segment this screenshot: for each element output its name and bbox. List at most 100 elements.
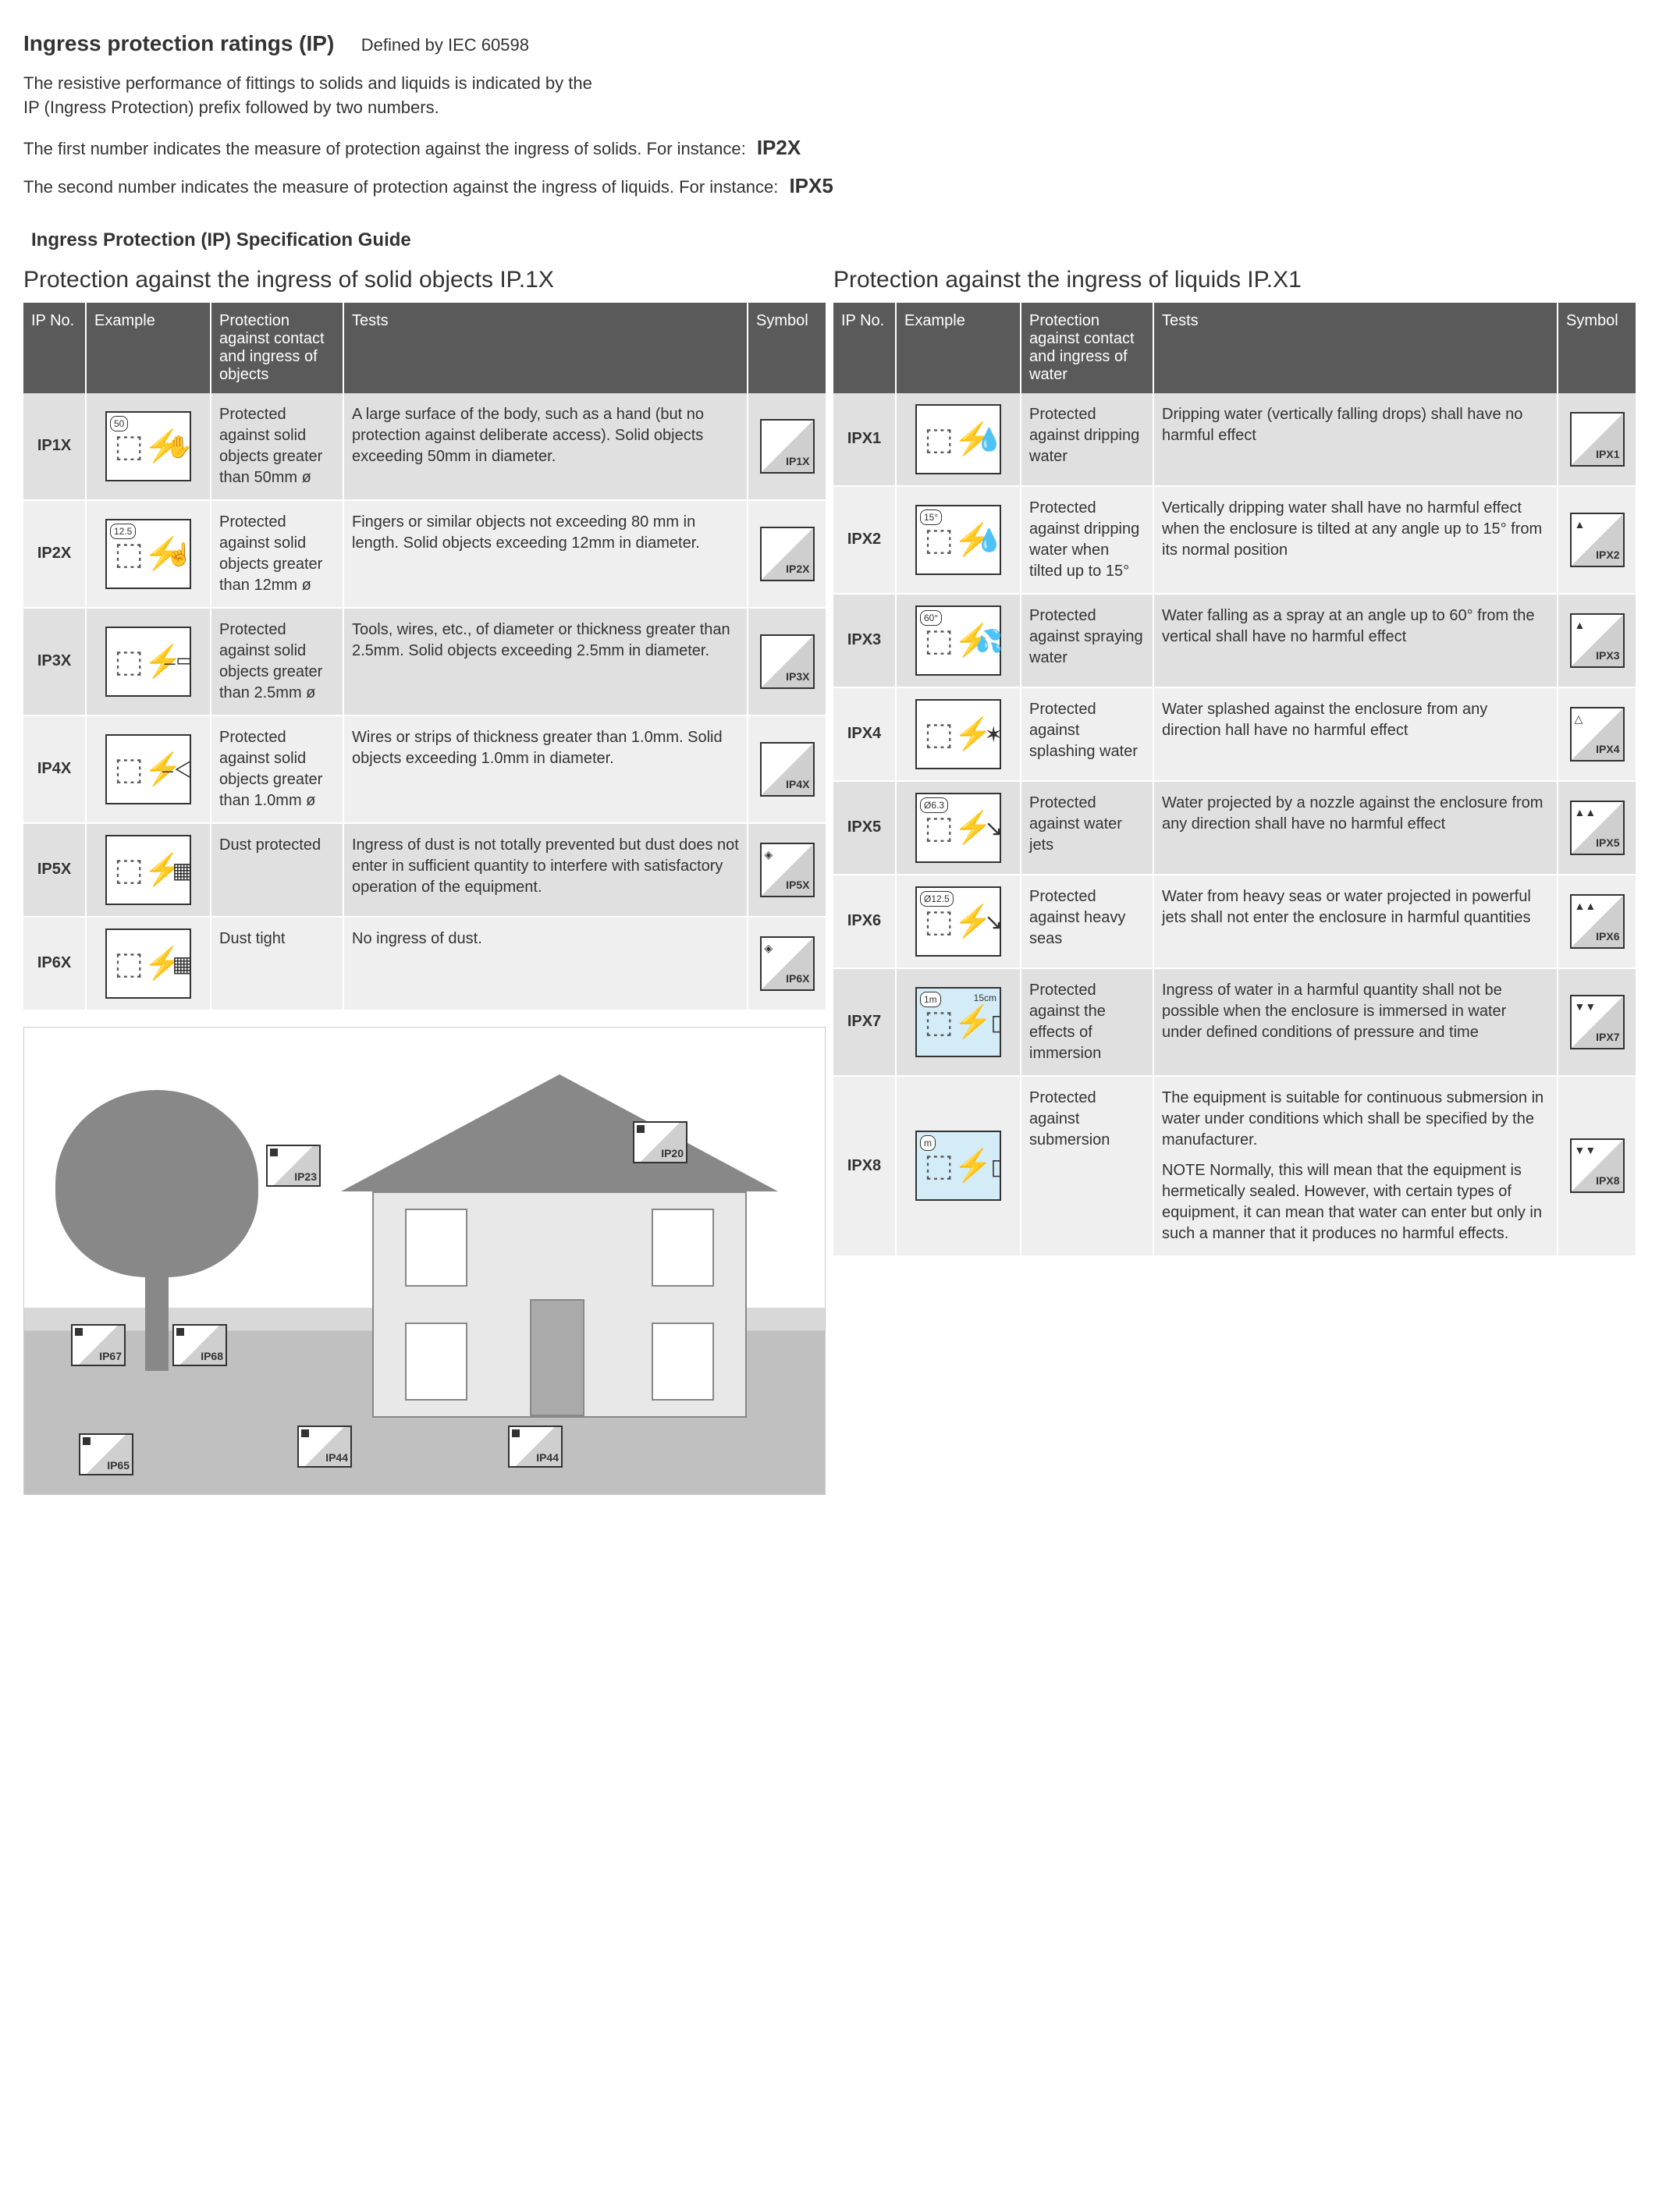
protection-cell: Dust tight bbox=[211, 917, 343, 1010]
liquids-header-row: IP No. Example Protection against contac… bbox=[833, 303, 1636, 393]
example-cell: ⬚⚡Ø6.3↘ bbox=[896, 781, 1021, 875]
protection-cell: Protected against the effects of immersi… bbox=[1021, 968, 1153, 1076]
symbol-marker-icon: ▲ bbox=[1575, 618, 1586, 633]
ip-number-cell: IPX3 bbox=[833, 594, 896, 687]
symbol-label: IP5X bbox=[786, 878, 809, 893]
solids-column: Protection against the ingress of solid … bbox=[23, 267, 826, 1495]
solids-row: IP2X⬚⚡12.5☝Protected against solid objec… bbox=[23, 500, 826, 608]
example-badge: Ø6.3 bbox=[920, 797, 948, 813]
tests-cell: The equipment is suitable for continuous… bbox=[1153, 1076, 1558, 1256]
tests-cell: Wires or strips of thickness greater tha… bbox=[343, 715, 748, 823]
example-diagram-icon: ⬚⚡Ø6.3↘ bbox=[915, 793, 1001, 863]
example-diagram-icon: ⬚⚡⎯▭ bbox=[105, 627, 191, 697]
ip-number-cell: IP3X bbox=[23, 608, 86, 715]
th-tests: Tests bbox=[343, 303, 748, 393]
protection-cell: Protected against solid objects greater … bbox=[211, 608, 343, 715]
solids-header-row: IP No. Example Protection against contac… bbox=[23, 303, 826, 393]
symbol-label: IP2X bbox=[786, 562, 809, 577]
ip-number-cell: IPX8 bbox=[833, 1076, 896, 1256]
example-cell: ⬚⚡⎯▭ bbox=[86, 608, 211, 715]
example-glyph-icon: ↘ bbox=[985, 907, 1003, 937]
example-badge: Ø12.5 bbox=[920, 891, 954, 907]
protection-cell: Protected against water jets bbox=[1021, 781, 1153, 875]
ip-number-cell: IP5X bbox=[23, 823, 86, 917]
tests-cell: No ingress of dust. bbox=[343, 917, 748, 1010]
symbol-cell: ▼▼IPX8 bbox=[1558, 1076, 1636, 1256]
symbol-cell: IP4X bbox=[748, 715, 826, 823]
example-cell: ⬚⚡▦ bbox=[86, 917, 211, 1010]
liquids-row: IPX6⬚⚡Ø12.5↘Protected against heavy seas… bbox=[833, 875, 1636, 968]
house-ip-tag: IP44 bbox=[297, 1426, 352, 1468]
house-ip-tag: IP44 bbox=[508, 1426, 563, 1468]
example-glyph-icon: ☝ bbox=[165, 540, 193, 570]
example-badge: 50 bbox=[110, 416, 128, 431]
example-cell: ⬚⚡15°💧 bbox=[896, 486, 1021, 594]
tests-cell: Tools, wires, etc., of diameter or thick… bbox=[343, 608, 748, 715]
example-diagram-icon: ⬚⚡50✋ bbox=[105, 411, 191, 481]
symbol-cell: △ IPX4 bbox=[1558, 687, 1636, 781]
example-glyph-icon: 💦 bbox=[975, 627, 1003, 656]
house-icon bbox=[341, 1074, 778, 1418]
example-glyph-icon: ✶ bbox=[985, 720, 1003, 750]
symbol-cell: IP2X bbox=[748, 500, 826, 608]
header-section: Ingress protection ratings (IP) Defined … bbox=[23, 31, 1636, 198]
solids-example-code: IP2X bbox=[757, 136, 801, 159]
ip-number-cell: IPX4 bbox=[833, 687, 896, 781]
symbol-label: IP1X bbox=[786, 454, 809, 469]
symbol-label: IP6X bbox=[786, 971, 809, 986]
liquids-column: Protection against the ingress of liquid… bbox=[833, 267, 1636, 1495]
example-badge: 1m bbox=[920, 992, 941, 1007]
example-cell: ⬚⚡✶ bbox=[896, 687, 1021, 781]
solids-example-line: The first number indicates the measure o… bbox=[23, 136, 1636, 160]
protection-cell: Protected against dripping water bbox=[1021, 393, 1153, 486]
symbol-label: IPX3 bbox=[1596, 648, 1619, 663]
symbol-cell: ◈IP5X bbox=[748, 823, 826, 917]
example-diagram-icon: ⬚⚡12.5☝ bbox=[105, 519, 191, 589]
symbol-label: IPX2 bbox=[1596, 548, 1619, 563]
cube-icon: ⬚⚡ bbox=[924, 713, 993, 755]
example-glyph-icon: ⎯◁ bbox=[162, 755, 193, 785]
symbol-label: IPX4 bbox=[1596, 742, 1619, 757]
example-glyph-icon: ↘ bbox=[985, 814, 1003, 843]
example-cell: ⬚⚡⎯◁ bbox=[86, 715, 211, 823]
ip-number-cell: IPX2 bbox=[833, 486, 896, 594]
example-diagram-icon: ⬚⚡💧 bbox=[915, 404, 1001, 474]
example-diagram-icon: ⬚⚡1m15cm▯ bbox=[915, 987, 1001, 1057]
example-glyph-icon: ▦ bbox=[172, 950, 193, 979]
house-ip-tag: IP23 bbox=[266, 1145, 321, 1187]
th-ipno: IP No. bbox=[833, 303, 896, 393]
symbol-icon: IP3X bbox=[760, 634, 815, 689]
symbol-marker-icon: △ bbox=[1575, 712, 1583, 726]
house-illustration: IP20IP23IP67IP68IP65IP44IP44 bbox=[23, 1027, 826, 1495]
example-badge: 12.5 bbox=[110, 524, 136, 539]
liquids-row: IPX5⬚⚡Ø6.3↘Protected against water jetsW… bbox=[833, 781, 1636, 875]
protection-cell: Protected against solid objects greater … bbox=[211, 393, 343, 500]
example-cell: ⬚⚡50✋ bbox=[86, 393, 211, 500]
tests-cell: A large surface of the body, such as a h… bbox=[343, 393, 748, 500]
example-glyph-icon: 💧 bbox=[975, 526, 1003, 556]
solids-text: The first number indicates the measure o… bbox=[23, 139, 746, 158]
example-glyph-icon: ⎯▭ bbox=[165, 648, 193, 677]
liquids-row: IPX7⬚⚡1m15cm▯Protected against the effec… bbox=[833, 968, 1636, 1076]
th-example: Example bbox=[896, 303, 1021, 393]
symbol-cell: ◈IP6X bbox=[748, 917, 826, 1010]
solids-row: IP5X⬚⚡▦Dust protectedIngress of dust is … bbox=[23, 823, 826, 917]
example-cell: ⬚⚡▦ bbox=[86, 823, 211, 917]
solids-table-title: Protection against the ingress of solid … bbox=[23, 267, 826, 293]
solids-row: IP4X⬚⚡⎯◁Protected against solid objects … bbox=[23, 715, 826, 823]
th-tests: Tests bbox=[1153, 303, 1558, 393]
example-cell: ⬚⚡1m15cm▯ bbox=[896, 968, 1021, 1076]
ip-number-cell: IP4X bbox=[23, 715, 86, 823]
tests-cell: Ingress of dust is not totally prevented… bbox=[343, 823, 748, 917]
symbol-icon: ▼▼IPX8 bbox=[1570, 1138, 1625, 1193]
example-diagram-icon: ⬚⚡Ø12.5↘ bbox=[915, 886, 1001, 957]
example-badge: m bbox=[920, 1135, 936, 1151]
symbol-label: IPX5 bbox=[1596, 836, 1619, 850]
ip-number-cell: IP1X bbox=[23, 393, 86, 500]
example-glyph-icon: ▯ bbox=[991, 1152, 1003, 1182]
symbol-marker-icon: ▲▲ bbox=[1575, 805, 1597, 820]
symbol-icon: △ IPX4 bbox=[1570, 707, 1625, 762]
symbol-icon: ▲▲IPX6 bbox=[1570, 894, 1625, 949]
example-cell: ⬚⚡12.5☝ bbox=[86, 500, 211, 608]
liquids-row: IPX1⬚⚡💧Protected against dripping waterD… bbox=[833, 393, 1636, 486]
